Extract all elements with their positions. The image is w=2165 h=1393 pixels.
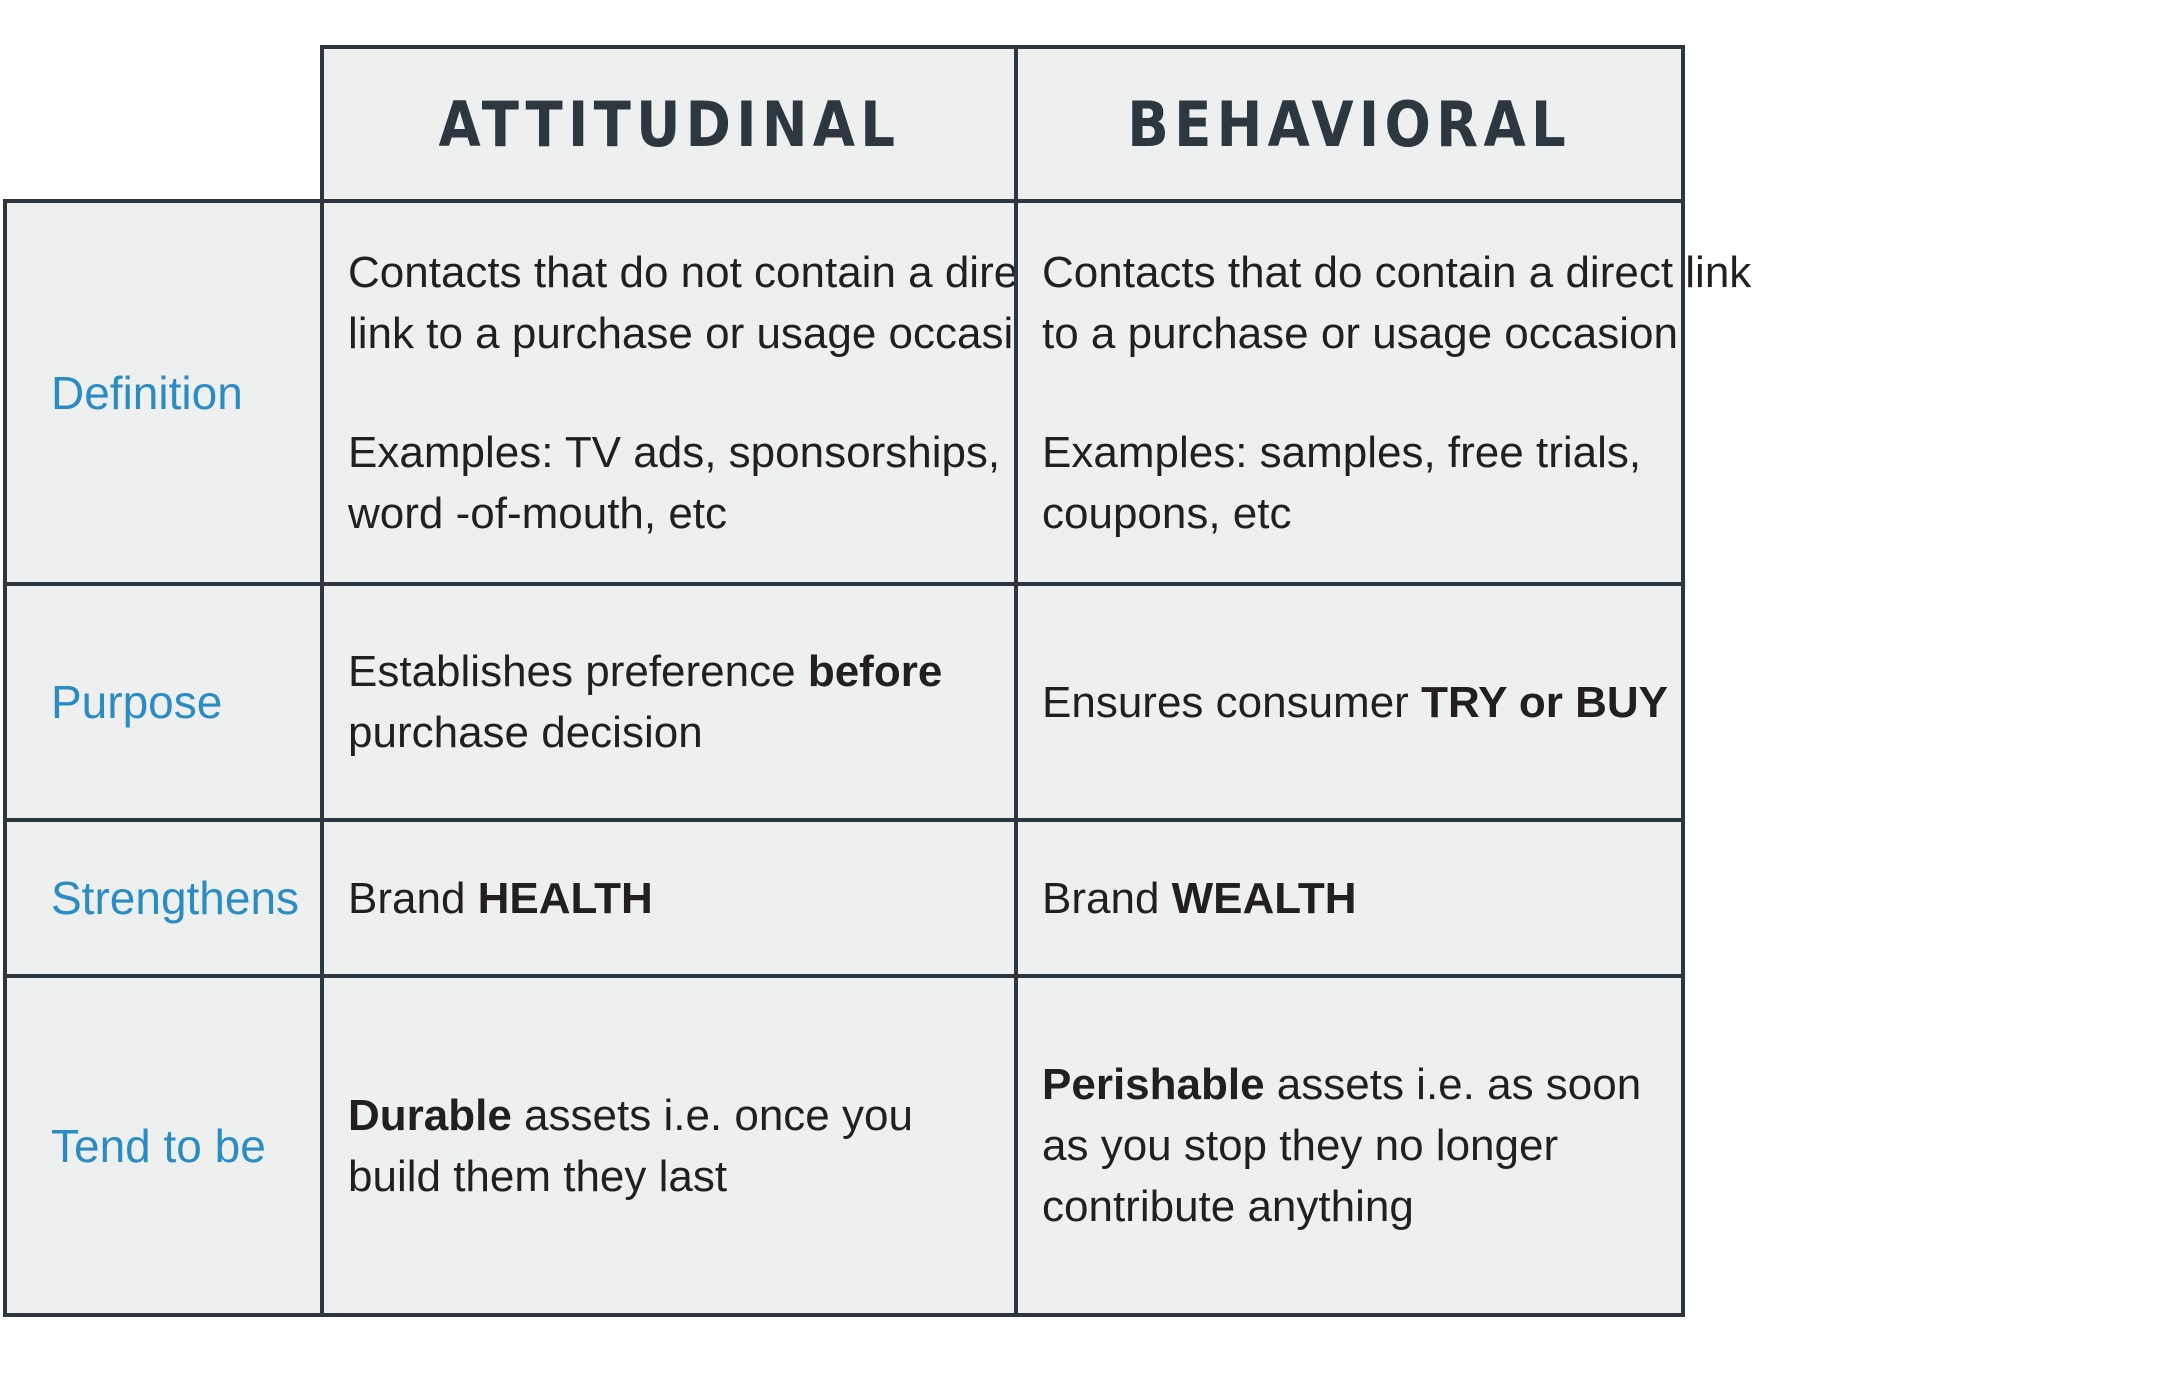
text-line: build them they last	[348, 1151, 728, 1201]
text-segment: assets i.e. as soon	[1264, 1060, 1642, 1109]
text-line: link to a purchase or usage occasion	[348, 308, 1063, 358]
cell-strengthens-behavioral: Brand WEALTH	[1014, 818, 1685, 978]
text-line: purchase decision	[348, 708, 703, 757]
definition-attitudinal-paragraph: Contacts that do not contain a direct li…	[348, 242, 1063, 364]
text-segment: Brand	[1042, 873, 1172, 923]
column-header-behavioral: BEHAVIORAL	[1014, 45, 1685, 203]
text-segment: assets i.e. once you	[511, 1090, 913, 1140]
text-line: Perishable assets i.e. as soon	[1042, 1054, 1667, 1115]
text-line: Brand HEALTH	[348, 868, 1000, 929]
emphasis-text: Perishable	[1042, 1060, 1265, 1109]
definition-behavioral-paragraph: Contacts that do contain a direct link t…	[1042, 242, 1752, 364]
text-line: as you stop they no longer	[1042, 1121, 1559, 1170]
cell-definition-attitudinal: Contacts that do not contain a direct li…	[320, 199, 1063, 586]
cell-tend-behavioral: Perishable assets i.e. as soon as you st…	[1014, 974, 1685, 1317]
row-label-purpose: Purpose	[3, 582, 324, 822]
cell-strengthens-attitudinal: Brand HEALTH	[320, 818, 1018, 978]
definition-attitudinal-examples: Examples: TV ads, sponsorships, word -of…	[348, 422, 1000, 544]
text-line: Ensures consumer TRY or BUY	[1042, 672, 1668, 733]
tend-attitudinal-text: Durable assets i.e. once you build them …	[348, 1085, 1000, 1207]
text-line: Contacts that do contain a direct link	[1042, 247, 1752, 297]
column-header-behavioral-text: BEHAVIORAL	[1127, 87, 1572, 161]
text-segment: Brand	[348, 873, 478, 923]
row-label-purpose-text: Purpose	[51, 676, 223, 728]
cell-tend-attitudinal: Durable assets i.e. once you build them …	[320, 974, 1018, 1317]
text-line: Examples: samples, free trials,	[1042, 427, 1642, 477]
row-label-tend-to-be: Tend to be	[3, 974, 324, 1317]
text-line: coupons, etc	[1042, 488, 1292, 538]
row-label-definition-text: Definition	[51, 366, 243, 419]
text-line: to a purchase or usage occasion	[1042, 308, 1678, 358]
definition-behavioral-examples: Examples: samples, free trials, coupons,…	[1042, 422, 1667, 544]
purpose-attitudinal-text: Establishes preference before purchase d…	[348, 641, 1000, 763]
row-label-definition: Definition	[3, 199, 324, 586]
cell-definition-behavioral: Contacts that do contain a direct link t…	[1014, 199, 1752, 586]
row-label-strengthens-text: Strengthens	[51, 872, 300, 924]
strengthens-behavioral-text: Brand WEALTH	[1042, 868, 1667, 929]
emphasis-text: WEALTH	[1171, 873, 1357, 923]
text-line: Examples: TV ads, sponsorships,	[348, 427, 1001, 477]
row-label-strengthens: Strengthens	[3, 818, 324, 978]
cell-purpose-behavioral: Ensures consumer TRY or BUY	[1014, 582, 1685, 822]
text-line: Brand WEALTH	[1042, 868, 1667, 929]
text-line: Contacts that do not contain a direct	[348, 247, 1053, 297]
tend-behavioral-text: Perishable assets i.e. as soon as you st…	[1042, 1054, 1667, 1237]
text-line: Durable assets i.e. once you	[348, 1085, 1000, 1146]
text-line: contribute anything	[1042, 1182, 1414, 1231]
cell-purpose-attitudinal: Establishes preference before purchase d…	[320, 582, 1018, 822]
emphasis-text: before	[807, 647, 943, 696]
text-segment: Ensures consumer	[1042, 677, 1422, 727]
column-header-attitudinal: ATTITUDINAL	[320, 45, 1018, 203]
emphasis-text: TRY or BUY	[1421, 677, 1668, 727]
column-header-attitudinal-text: ATTITUDINAL	[438, 87, 900, 161]
text-line: Establishes preference before	[348, 641, 1000, 702]
emphasis-text: Durable	[348, 1090, 512, 1140]
text-line: word -of-mouth, etc	[348, 488, 728, 538]
row-label-tend-to-be-text: Tend to be	[51, 1119, 266, 1172]
text-segment: Establishes preference	[348, 647, 808, 696]
purpose-behavioral-text: Ensures consumer TRY or BUY	[1042, 672, 1668, 733]
strengthens-attitudinal-text: Brand HEALTH	[348, 868, 1000, 929]
emphasis-text: HEALTH	[477, 873, 653, 923]
